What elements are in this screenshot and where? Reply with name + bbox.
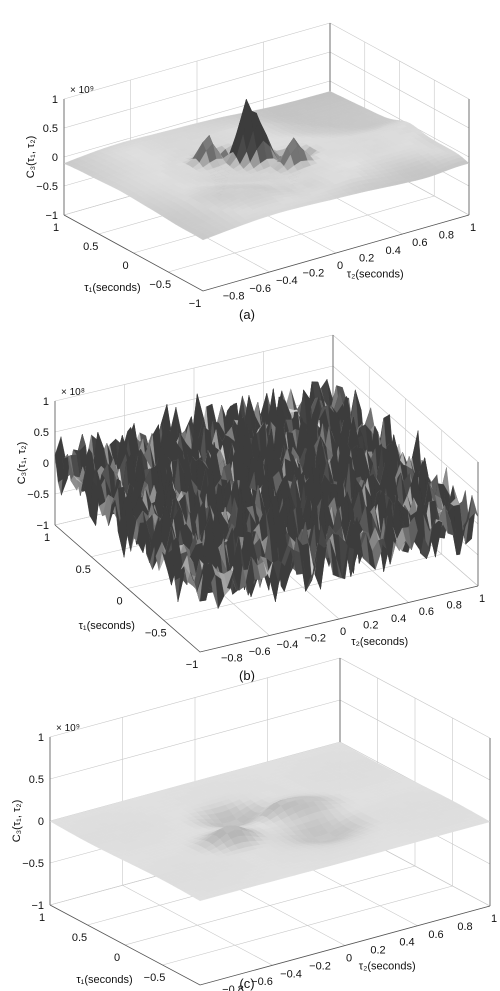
panel-label: (a) bbox=[239, 307, 255, 322]
z-tick-label: 1 bbox=[38, 732, 44, 744]
surface-plot-2: 10.50−0.5−110.50−0.5−1−0.8−0.6−0.4−0.200… bbox=[11, 657, 497, 991]
tau2-tick-label: −0.4 bbox=[276, 275, 298, 287]
tau2-tick-label: −0.6 bbox=[251, 976, 273, 988]
floor-axes bbox=[54, 524, 479, 653]
z-axis-label: C₃(τ₁, τ₂) bbox=[11, 800, 23, 843]
tau1-axis-label: τ₁(seconds) bbox=[79, 620, 135, 632]
panel-label: (c) bbox=[239, 976, 254, 991]
tau2-tick-label: 0.8 bbox=[439, 230, 454, 242]
tau2-tick-label: 0.2 bbox=[363, 619, 378, 631]
tau1-tick-label: −1 bbox=[186, 659, 199, 671]
tau2-tick-label: −0.4 bbox=[280, 968, 302, 980]
tau2-tick-label: −0.8 bbox=[223, 290, 245, 302]
tau2-tick-label: 0.4 bbox=[386, 245, 401, 257]
tau2-tick-label: −0.6 bbox=[249, 283, 271, 295]
surface-mesh bbox=[63, 91, 470, 241]
exponent-label: × 10⁸ bbox=[61, 387, 85, 398]
tick-labels: 10.50−0.5−110.50−0.5−1−0.8−0.6−0.4−0.200… bbox=[36, 94, 476, 310]
z-tick-label: 1 bbox=[43, 396, 49, 408]
tau1-tick-label: −0.5 bbox=[149, 279, 171, 291]
z-axis-label: C₃(τ₁, τ₂) bbox=[25, 136, 37, 179]
tick-labels: 10.50−0.5−110.50−0.5−1−0.8−0.6−0.4−0.200… bbox=[22, 732, 497, 991]
tau1-tick-label: 0 bbox=[114, 952, 120, 964]
z-tick-label: −0.5 bbox=[36, 181, 58, 193]
tau2-tick-label: 0 bbox=[337, 260, 343, 272]
surface-mesh bbox=[49, 741, 491, 902]
tau1-tick-label: 1 bbox=[44, 532, 50, 544]
tau1-tick-label: −0.5 bbox=[145, 627, 167, 639]
tau1-axis-label: τ₁(seconds) bbox=[76, 974, 132, 986]
tau2-tick-label: −0.2 bbox=[309, 960, 331, 972]
z-tick-label: 1 bbox=[52, 94, 58, 106]
tau2-tick-label: 0.6 bbox=[428, 929, 443, 941]
tau1-tick-label: 0.5 bbox=[83, 241, 98, 253]
tau1-tick-label: −0.5 bbox=[144, 972, 166, 984]
tau2-axis-label: τ₂(seconds) bbox=[347, 269, 404, 281]
floor-axes bbox=[49, 904, 491, 986]
tick-labels: 10.50−0.5−110.50−0.5−1−0.8−0.6−0.4−0.200… bbox=[27, 396, 485, 671]
tau2-tick-label: 0.6 bbox=[412, 237, 427, 249]
tau2-tick-label: 0 bbox=[346, 953, 352, 965]
tau2-tick-label: 1 bbox=[470, 222, 476, 234]
z-tick-label: 0.5 bbox=[29, 774, 44, 786]
tau2-tick-label: −0.2 bbox=[303, 268, 325, 280]
tau2-tick-label: −0.2 bbox=[304, 633, 326, 645]
tau2-tick-label: 0.4 bbox=[399, 937, 414, 949]
z-tick-label: 0.5 bbox=[34, 427, 49, 439]
tau2-tick-label: −0.8 bbox=[222, 984, 244, 991]
floor-axes bbox=[63, 214, 470, 292]
surface-mesh bbox=[54, 378, 479, 610]
z-tick-label: −0.5 bbox=[27, 489, 49, 501]
tau2-tick-label: −0.4 bbox=[277, 639, 299, 651]
tau2-tick-label: 0.8 bbox=[447, 600, 462, 612]
tau2-tick-label: 0.2 bbox=[359, 252, 374, 264]
exponent-label: × 10⁹ bbox=[56, 723, 80, 734]
z-tick-label: 0 bbox=[38, 816, 44, 828]
tau1-axis-label: τ₁(seconds) bbox=[84, 282, 140, 294]
tau1-tick-label: 0.5 bbox=[72, 932, 87, 944]
axes-box bbox=[63, 23, 470, 292]
tau1-tick-label: 0 bbox=[122, 260, 128, 272]
tau1-tick-label: 0 bbox=[116, 596, 122, 608]
z-tick-label: −0.5 bbox=[22, 858, 44, 870]
tau2-tick-label: −0.8 bbox=[221, 652, 243, 664]
tau1-tick-label: 0.5 bbox=[76, 564, 91, 576]
surface-plot-0: 10.50−0.5−110.50−0.5−1−0.8−0.6−0.4−0.200… bbox=[25, 22, 476, 322]
z-tick-label: −1 bbox=[45, 210, 58, 222]
tau2-tick-label: 0.4 bbox=[391, 613, 406, 625]
z-tick-label: 0 bbox=[52, 152, 58, 164]
tau2-tick-label: 1 bbox=[479, 593, 485, 605]
tau2-tick-label: 0 bbox=[340, 626, 346, 638]
tau2-tick-label: 1 bbox=[491, 913, 497, 925]
tau2-tick-label: 0.8 bbox=[457, 921, 472, 933]
tau2-axis-label: τ₂(seconds) bbox=[351, 636, 408, 648]
tau1-tick-label: 1 bbox=[53, 222, 59, 234]
z-tick-label: 0 bbox=[43, 458, 49, 470]
tau1-tick-label: 1 bbox=[39, 912, 45, 924]
z-tick-label: −1 bbox=[31, 900, 44, 912]
tau2-tick-label: 0.6 bbox=[419, 606, 434, 618]
tau2-tick-label: 0.2 bbox=[370, 945, 385, 957]
z-tick-label: −1 bbox=[36, 520, 49, 532]
axes-box bbox=[54, 335, 479, 653]
z-tick-label: 0.5 bbox=[43, 123, 58, 135]
tau2-tick-label: −0.6 bbox=[249, 646, 271, 658]
z-axis-label: C₃(τ₁, τ₂) bbox=[16, 442, 28, 485]
exponent-label: × 10⁹ bbox=[70, 85, 94, 96]
tau1-tick-label: −1 bbox=[189, 298, 202, 310]
surface-plot-1: 10.50−0.5−110.50−0.5−1−0.8−0.6−0.4−0.200… bbox=[16, 334, 485, 683]
tau2-axis-label: τ₂(seconds) bbox=[359, 961, 416, 973]
panel-label: (b) bbox=[239, 668, 255, 683]
